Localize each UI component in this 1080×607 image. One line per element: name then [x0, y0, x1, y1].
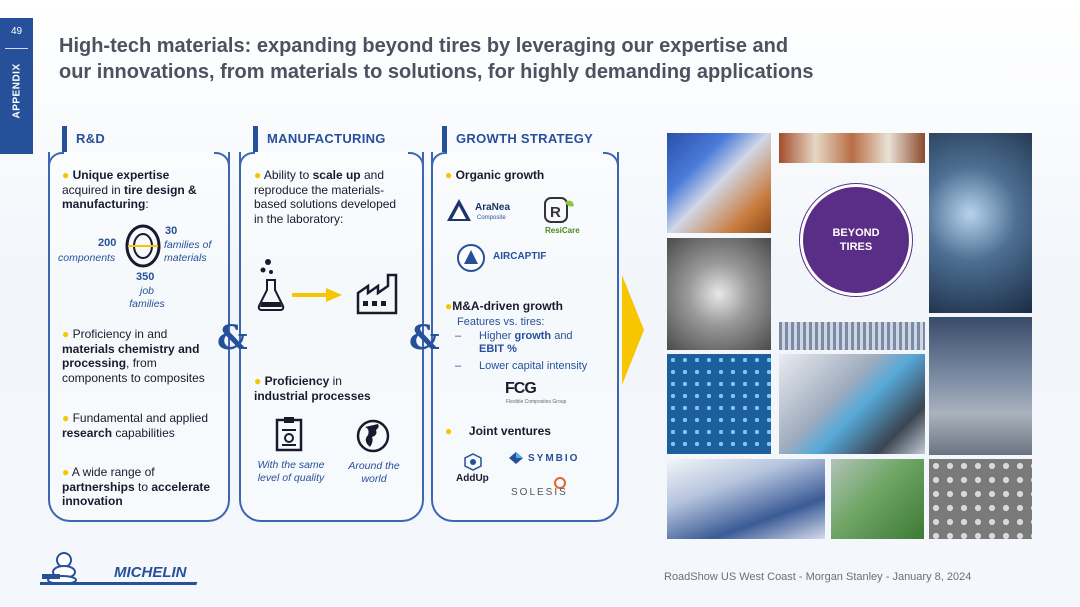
stat-350: 350 [136, 271, 155, 283]
page-title: High-tech materials: expanding beyond ti… [59, 33, 939, 85]
michelin-logo: MICHELIN [40, 552, 198, 585]
symbio-logo-icon [509, 452, 523, 464]
title-line-2: our innovations, from materials to solut… [59, 61, 814, 83]
stat-200: 200 [98, 237, 117, 249]
svg-text:R: R [550, 204, 561, 221]
flask-icon [257, 259, 285, 311]
ma-growth: ●M&A-driven growth [445, 299, 563, 313]
mfg-bullet-scaleup: ● Ability to scale up and reproduce the … [254, 168, 397, 226]
manufacturing-heading: MANUFACTURING [253, 126, 427, 152]
quality-label: With the same level of quality [257, 459, 325, 484]
solesis-logo-icon [554, 477, 566, 489]
rd-bullet-expertise: ● Unique expertise acquired in tire desi… [62, 168, 197, 211]
photo-seals [779, 133, 925, 163]
aranea-logo-icon [447, 199, 471, 221]
features-label: Features vs. tires: [457, 316, 545, 328]
photo-scientist [929, 133, 1032, 313]
appendix-tab: 49 APPENDIX [0, 18, 33, 154]
photo-perforated [667, 354, 771, 454]
section-label: APPENDIX [11, 63, 23, 119]
beyond-tires-badge: BEYOND TIRES [800, 184, 912, 296]
photo-battery [779, 354, 925, 454]
symbio-logo-text: SYMBIO [528, 453, 580, 464]
manufacturing-panel [239, 152, 424, 522]
rd-bullet-partnerships: ● A wide range of partnerships to accele… [62, 465, 211, 508]
divider [5, 48, 28, 49]
photo-particles [929, 459, 1032, 539]
checklist-icon [275, 417, 303, 452]
photo-h2 [831, 459, 924, 539]
rd-panel [48, 152, 230, 522]
arrow-icon [292, 288, 342, 302]
photo-lab [929, 317, 1032, 455]
tire-icon [125, 224, 161, 268]
resicare-logo-text: ResiCare [545, 226, 580, 235]
aircaptif-logo-text: AIRCAPTIF [493, 251, 547, 262]
feature-growth: – Higher growth and EBIT % [455, 330, 573, 355]
mfg-bullet-industrial: ● Proficiency in industrial processes [254, 374, 371, 403]
title-line-1: High-tech materials: expanding beyond ti… [59, 35, 789, 57]
stat-materials-label: families of materials [164, 239, 212, 264]
rd-bullet-research: ● Fundamental and applied research capab… [62, 411, 209, 440]
fcg-logo-sub: Flexible Composites Group [506, 399, 567, 405]
photo-hoses [667, 133, 771, 233]
bullet-dot: ● [62, 168, 70, 182]
globe-icon [356, 419, 390, 453]
aranea-logo-text: AraNea [475, 202, 511, 213]
stat-jobs-label: job families [129, 285, 165, 310]
chevron-right-icon [622, 275, 644, 385]
ampersand-1: & [217, 318, 248, 358]
stat-30: 30 [165, 225, 178, 237]
stat-components-label: components [58, 252, 116, 264]
addup-logo-icon [464, 453, 482, 471]
michelin-wordmark: MICHELIN [114, 564, 188, 581]
rd-heading: R&D [62, 126, 236, 152]
growth-heading: GROWTH STRATEGY [442, 126, 636, 152]
rd-bullet-chemistry: ● Proficiency in and materials chemistry… [62, 327, 205, 385]
feature-capital: – Lower capital intensity [455, 360, 588, 372]
aircaptif-logo-icon [457, 244, 485, 272]
resicare-logo-icon: R [544, 197, 574, 223]
addup-logo-text: AddUp [456, 473, 489, 484]
solesis-logo-text: SOLESIS [511, 487, 568, 498]
joint-ventures: ● Joint ventures [445, 424, 551, 438]
aranea-logo-sub: Composite [477, 215, 506, 221]
world-label: Around the world [348, 460, 400, 485]
fcg-logo: FCG [505, 380, 537, 397]
photo-fabric [779, 322, 925, 350]
footer-text: RoadShow US West Coast - Morgan Stanley … [664, 571, 972, 583]
growth-panel [431, 152, 619, 522]
organic-growth: ● Organic growth [445, 168, 545, 182]
photo-mesh [667, 459, 825, 539]
factory-icon [356, 273, 398, 315]
photo-lattice [667, 238, 771, 350]
page-number: 49 [10, 26, 23, 37]
ampersand-2: & [409, 318, 440, 358]
